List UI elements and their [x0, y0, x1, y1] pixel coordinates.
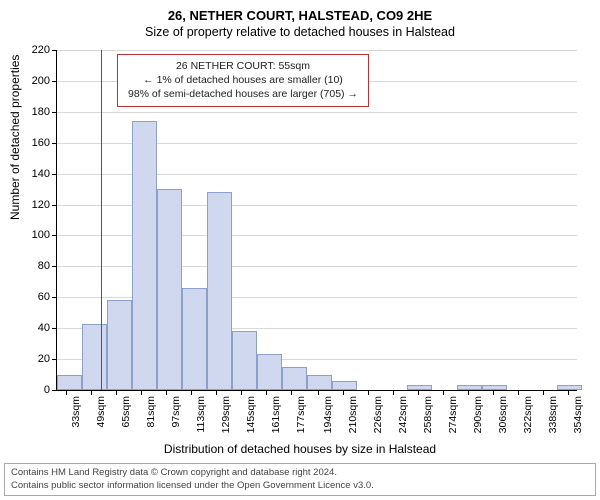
- xtick-mark: [191, 390, 192, 395]
- histogram-bar: [307, 375, 332, 390]
- xtick-mark: [518, 390, 519, 395]
- xtick-mark: [368, 390, 369, 395]
- xtick-label: 113sqm: [195, 396, 207, 433]
- histogram-bar: [207, 192, 232, 390]
- plot-region: 33sqm49sqm65sqm81sqm97sqm113sqm129sqm145…: [56, 50, 577, 391]
- xtick-mark: [166, 390, 167, 395]
- xtick-label: 226sqm: [372, 396, 384, 433]
- ytick-mark: [52, 359, 57, 360]
- ytick-mark: [52, 174, 57, 175]
- xtick-mark: [393, 390, 394, 395]
- xtick-mark: [291, 390, 292, 395]
- xtick-mark: [568, 390, 569, 395]
- xtick-mark: [493, 390, 494, 395]
- ytick-label: 200: [20, 75, 50, 87]
- ytick-label: 0: [20, 384, 50, 396]
- reference-line: [101, 50, 102, 390]
- xtick-label: 258sqm: [422, 396, 434, 433]
- chart-container: 26, NETHER COURT, HALSTEAD, CO9 2HE Size…: [0, 0, 600, 500]
- xtick-label: 274sqm: [447, 396, 459, 433]
- ytick-label: 220: [20, 44, 50, 56]
- histogram-bar: [407, 385, 432, 390]
- xtick-label: 49sqm: [95, 396, 107, 428]
- ytick-label: 140: [20, 168, 50, 180]
- xtick-mark: [241, 390, 242, 395]
- ytick-label: 120: [20, 199, 50, 211]
- ytick-label: 160: [20, 137, 50, 149]
- xtick-label: 194sqm: [322, 396, 334, 433]
- histogram-bar: [457, 385, 482, 390]
- xtick-label: 290sqm: [472, 396, 484, 433]
- histogram-bar: [482, 385, 507, 390]
- xtick-mark: [66, 390, 67, 395]
- ytick-label: 80: [20, 260, 50, 272]
- histogram-bar: [557, 385, 582, 390]
- xtick-label: 161sqm: [270, 396, 282, 433]
- xtick-label: 33sqm: [70, 396, 82, 428]
- xtick-mark: [468, 390, 469, 395]
- xtick-mark: [343, 390, 344, 395]
- x-axis-label: Distribution of detached houses by size …: [0, 442, 600, 456]
- histogram-bar: [82, 324, 107, 390]
- footer-attribution: Contains HM Land Registry data © Crown c…: [4, 463, 596, 496]
- ytick-mark: [52, 297, 57, 298]
- ytick-label: 60: [20, 291, 50, 303]
- xtick-label: 177sqm: [295, 396, 307, 433]
- xtick-label: 242sqm: [397, 396, 409, 433]
- xtick-mark: [418, 390, 419, 395]
- ytick-mark: [52, 81, 57, 82]
- histogram-bar: [332, 381, 357, 390]
- ytick-mark: [52, 112, 57, 113]
- xtick-mark: [216, 390, 217, 395]
- xtick-label: 306sqm: [497, 396, 509, 433]
- ytick-mark: [52, 266, 57, 267]
- ytick-label: 40: [20, 322, 50, 334]
- xtick-mark: [543, 390, 544, 395]
- xtick-mark: [91, 390, 92, 395]
- xtick-mark: [266, 390, 267, 395]
- footer-line-1: Contains HM Land Registry data © Crown c…: [11, 467, 589, 479]
- xtick-label: 210sqm: [347, 396, 359, 433]
- xtick-label: 97sqm: [170, 396, 182, 428]
- xtick-mark: [318, 390, 319, 395]
- xtick-label: 338sqm: [547, 396, 559, 433]
- histogram-bar: [257, 354, 282, 390]
- xtick-label: 129sqm: [220, 396, 232, 433]
- footer-line-2: Contains public sector information licen…: [11, 480, 589, 492]
- annotation-line: 26 NETHER COURT: 55sqm: [128, 59, 358, 73]
- histogram-bar: [132, 121, 157, 390]
- xtick-label: 65sqm: [120, 396, 132, 428]
- ytick-mark: [52, 390, 57, 391]
- ytick-mark: [52, 143, 57, 144]
- gridline: [57, 50, 577, 51]
- ytick-label: 180: [20, 106, 50, 118]
- histogram-bar: [157, 189, 182, 390]
- gridline: [57, 112, 577, 113]
- histogram-bar: [232, 331, 257, 390]
- ytick-mark: [52, 205, 57, 206]
- ytick-mark: [52, 328, 57, 329]
- histogram-bar: [282, 367, 307, 390]
- xtick-mark: [141, 390, 142, 395]
- xtick-mark: [116, 390, 117, 395]
- annotation-line: ← 1% of detached houses are smaller (10): [128, 73, 358, 87]
- xtick-label: 81sqm: [145, 396, 157, 428]
- ytick-label: 20: [20, 353, 50, 365]
- ytick-label: 100: [20, 229, 50, 241]
- xtick-mark: [443, 390, 444, 395]
- chart-area: 33sqm49sqm65sqm81sqm97sqm113sqm129sqm145…: [56, 50, 576, 390]
- histogram-bar: [182, 288, 207, 390]
- xtick-label: 354sqm: [572, 396, 584, 433]
- xtick-label: 322sqm: [522, 396, 534, 433]
- xtick-label: 145sqm: [245, 396, 257, 433]
- ytick-mark: [52, 235, 57, 236]
- histogram-bar: [107, 300, 132, 390]
- title-main: 26, NETHER COURT, HALSTEAD, CO9 2HE: [0, 0, 600, 23]
- ytick-mark: [52, 50, 57, 51]
- histogram-bar: [57, 375, 82, 390]
- title-sub: Size of property relative to detached ho…: [0, 23, 600, 39]
- annotation-box: 26 NETHER COURT: 55sqm← 1% of detached h…: [117, 54, 369, 107]
- annotation-line: 98% of semi-detached houses are larger (…: [128, 87, 358, 101]
